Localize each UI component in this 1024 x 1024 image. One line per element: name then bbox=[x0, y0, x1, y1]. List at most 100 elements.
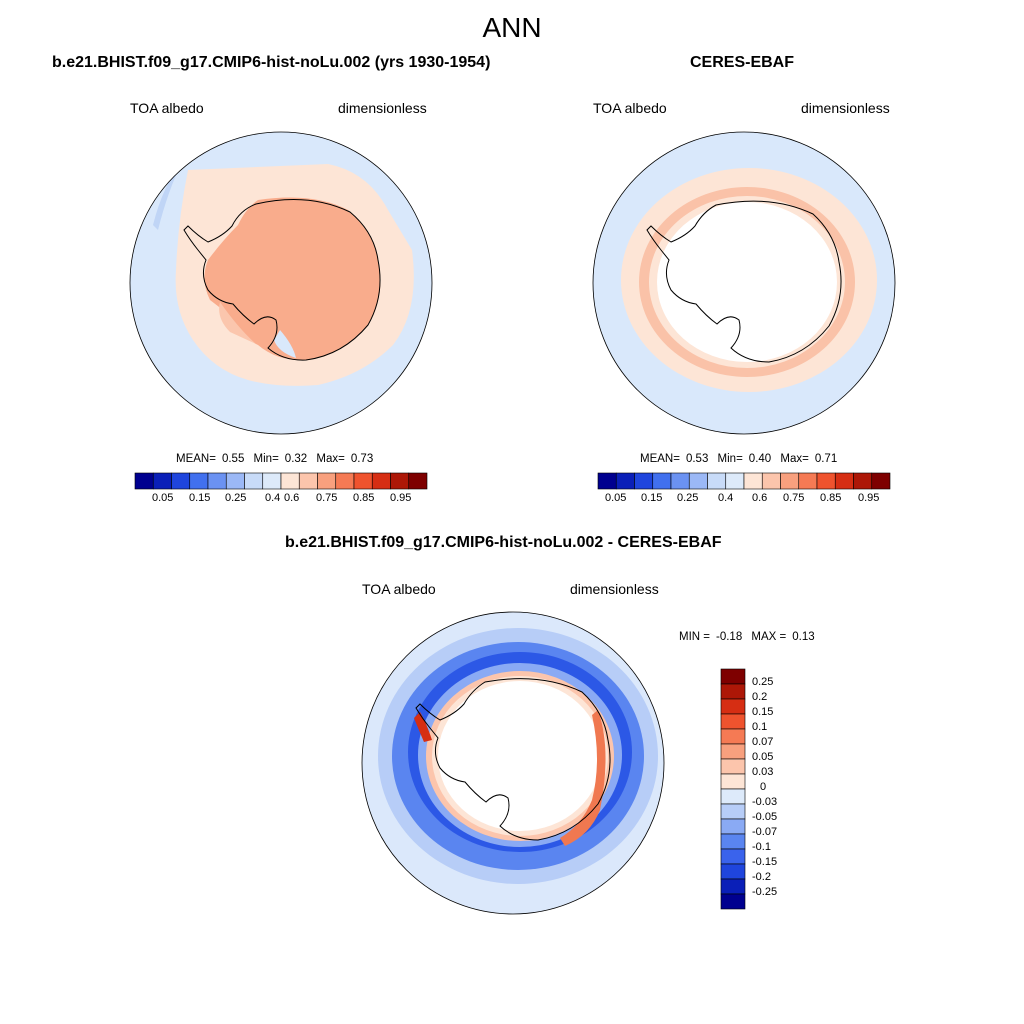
panel1-units-label: dimensionless bbox=[338, 100, 427, 116]
panel2-tick-4: 0.4 bbox=[718, 492, 734, 504]
panel3-map-border bbox=[361, 611, 665, 915]
panel1-colorbar-swatch-1 bbox=[134, 472, 154, 490]
panel3-colorbar-swatch-13 bbox=[720, 848, 746, 865]
panel2-coastline bbox=[646, 200, 842, 363]
panel2-colorbar-swatch-3 bbox=[634, 472, 654, 490]
panel3-tick-7: 0.03 bbox=[752, 766, 774, 778]
panel3-colorbar-swatch-3 bbox=[720, 698, 746, 715]
panel2-colorbar-swatch-6 bbox=[688, 472, 708, 490]
panel2-min-label: Min= bbox=[717, 453, 743, 465]
panel2-tick-3: 0.25 bbox=[677, 492, 699, 504]
panel3-missing-data bbox=[438, 681, 602, 831]
panel3-colorbar-swatch-2 bbox=[720, 683, 746, 700]
panel2-colorbar-swatch-15 bbox=[853, 472, 873, 490]
panel2-polar-map bbox=[592, 131, 896, 435]
panel1-colorbar-swatch-12 bbox=[335, 472, 355, 490]
panel2-tick-6: 0.75 bbox=[783, 492, 805, 504]
panel1-min-value: 0.32 bbox=[284, 453, 308, 465]
panel1-mean-label: MEAN= bbox=[176, 453, 216, 465]
panel3-min-label: MIN = bbox=[679, 631, 710, 643]
panel2-max-label: Max= bbox=[780, 453, 809, 465]
panel3-tick-10: -0.05 bbox=[752, 811, 778, 823]
panel2-mean-label: MEAN= bbox=[640, 453, 680, 465]
panel1-colorbar-swatch-16 bbox=[408, 472, 428, 490]
panel1-title: b.e21.BHIST.f09_g17.CMIP6-hist-noLu.002 … bbox=[52, 54, 491, 71]
panel2-colorbar-swatch-2 bbox=[615, 472, 635, 490]
panel1-low-albedo-patch bbox=[153, 160, 183, 230]
panel1-map-border bbox=[129, 131, 433, 435]
panel1-tick-7: 0.85 bbox=[353, 492, 375, 504]
panel2-variable-label: TOA albedo bbox=[593, 100, 667, 116]
panel3-tick-8: 0 bbox=[760, 781, 767, 793]
panel3-variable-label: TOA albedo bbox=[362, 581, 436, 597]
panel3-peninsula-anomaly bbox=[414, 712, 432, 742]
panel2-title: CERES-EBAF bbox=[690, 54, 795, 71]
panel1-shelf-region bbox=[219, 302, 256, 344]
panel1-polar-map bbox=[129, 131, 433, 435]
panel1-colorbar-ticks: 0.05 0.15 0.25 0.4 0.6 0.75 0.85 0.95 bbox=[134, 492, 428, 508]
panel3-coastline bbox=[415, 678, 611, 841]
panel1-tick-6: 0.75 bbox=[316, 492, 338, 504]
panel1-colorbar bbox=[134, 472, 428, 490]
panel2-colorbar-swatch-10 bbox=[761, 472, 781, 490]
panel2-tick-8: 0.95 bbox=[858, 492, 880, 504]
panel1-min-label: Min= bbox=[253, 453, 279, 465]
panel1-colorbar-swatch-3 bbox=[171, 472, 191, 490]
panel2-mean-value: 0.53 bbox=[685, 453, 709, 465]
panel2-map-border bbox=[592, 131, 896, 435]
panel1-tick-1: 0.05 bbox=[152, 492, 174, 504]
panel3-title: b.e21.BHIST.f09_g17.CMIP6-hist-noLu.002 … bbox=[285, 534, 722, 551]
panel2-colorbar-swatch-14 bbox=[834, 472, 854, 490]
panel1-mean-value: 0.55 bbox=[221, 453, 245, 465]
panel1-colorbar-swatch-6 bbox=[225, 472, 245, 490]
panel1-stats: MEAN= 0.55 Min= 0.32 Max= 0.73 bbox=[176, 453, 379, 465]
panel1-colorbar-swatch-15 bbox=[390, 472, 410, 490]
panel2-colorbar-swatch-16 bbox=[871, 472, 891, 490]
panel1-ross-sea bbox=[274, 330, 296, 358]
panel2-units-label: dimensionless bbox=[801, 100, 890, 116]
panel1-colorbar-swatch-10 bbox=[298, 472, 318, 490]
panel2-colorbar-swatch-11 bbox=[780, 472, 800, 490]
panel3-tick-5: 0.07 bbox=[752, 736, 774, 748]
panel3-tick-1: 0.25 bbox=[752, 676, 774, 688]
panel3-tick-9: -0.03 bbox=[752, 796, 778, 808]
panel3-max-label: MAX = bbox=[751, 631, 787, 643]
panel3-colorbar-ticks: 0.25 0.2 0.15 0.1 0.07 0.05 0.03 0 -0.03… bbox=[752, 676, 812, 904]
panel2-colorbar bbox=[597, 472, 891, 490]
panel2-tick-7: 0.85 bbox=[820, 492, 842, 504]
panel3-colorbar-swatch-4 bbox=[720, 713, 746, 730]
panel3-colorbar-swatch-9 bbox=[720, 788, 746, 805]
panel2-colorbar-swatch-5 bbox=[670, 472, 690, 490]
panel3-tick-14: -0.2 bbox=[752, 871, 771, 883]
panel1-max-label: Max= bbox=[316, 453, 345, 465]
panel3-colorbar-swatch-8 bbox=[720, 773, 746, 790]
panel1-colorbar-swatch-7 bbox=[244, 472, 264, 490]
panel3-tick-3: 0.15 bbox=[752, 706, 774, 718]
panel1-colorbar-swatch-4 bbox=[189, 472, 209, 490]
panel1-colorbar-swatch-9 bbox=[280, 472, 300, 490]
panel1-colorbar-swatch-8 bbox=[262, 472, 282, 490]
panel1-tick-3: 0.25 bbox=[225, 492, 247, 504]
panel3-colorbar bbox=[720, 668, 746, 910]
panel2-colorbar-ticks: 0.05 0.15 0.25 0.4 0.6 0.75 0.85 0.95 bbox=[597, 492, 891, 508]
panel2-max-value: 0.71 bbox=[814, 453, 838, 465]
panel1-coastline bbox=[183, 199, 381, 361]
panel3-tick-4: 0.1 bbox=[752, 721, 768, 733]
panel2-colorbar-swatch-12 bbox=[798, 472, 818, 490]
panel3-colorbar-swatch-14 bbox=[720, 863, 746, 880]
panel3-positive-anomaly-east bbox=[560, 710, 606, 846]
panel2-colorbar-swatch-13 bbox=[816, 472, 836, 490]
panel1-colorbar-swatch-13 bbox=[353, 472, 373, 490]
panel3-colorbar-swatch-10 bbox=[720, 803, 746, 820]
panel1-tick-2: 0.15 bbox=[189, 492, 211, 504]
panel1-variable-label: TOA albedo bbox=[130, 100, 204, 116]
panel3-colorbar-swatch-6 bbox=[720, 743, 746, 760]
panel2-missing-data bbox=[657, 202, 837, 362]
panel2-colorbar-swatch-9 bbox=[743, 472, 763, 490]
panel3-tick-12: -0.1 bbox=[752, 841, 771, 853]
panel2-colorbar-swatch-7 bbox=[707, 472, 727, 490]
panel1-tick-5: 0.6 bbox=[284, 492, 300, 504]
panel2-colorbar-swatch-4 bbox=[652, 472, 672, 490]
panel3-polar-map bbox=[361, 611, 665, 915]
panel3-colorbar-swatch-12 bbox=[720, 833, 746, 850]
